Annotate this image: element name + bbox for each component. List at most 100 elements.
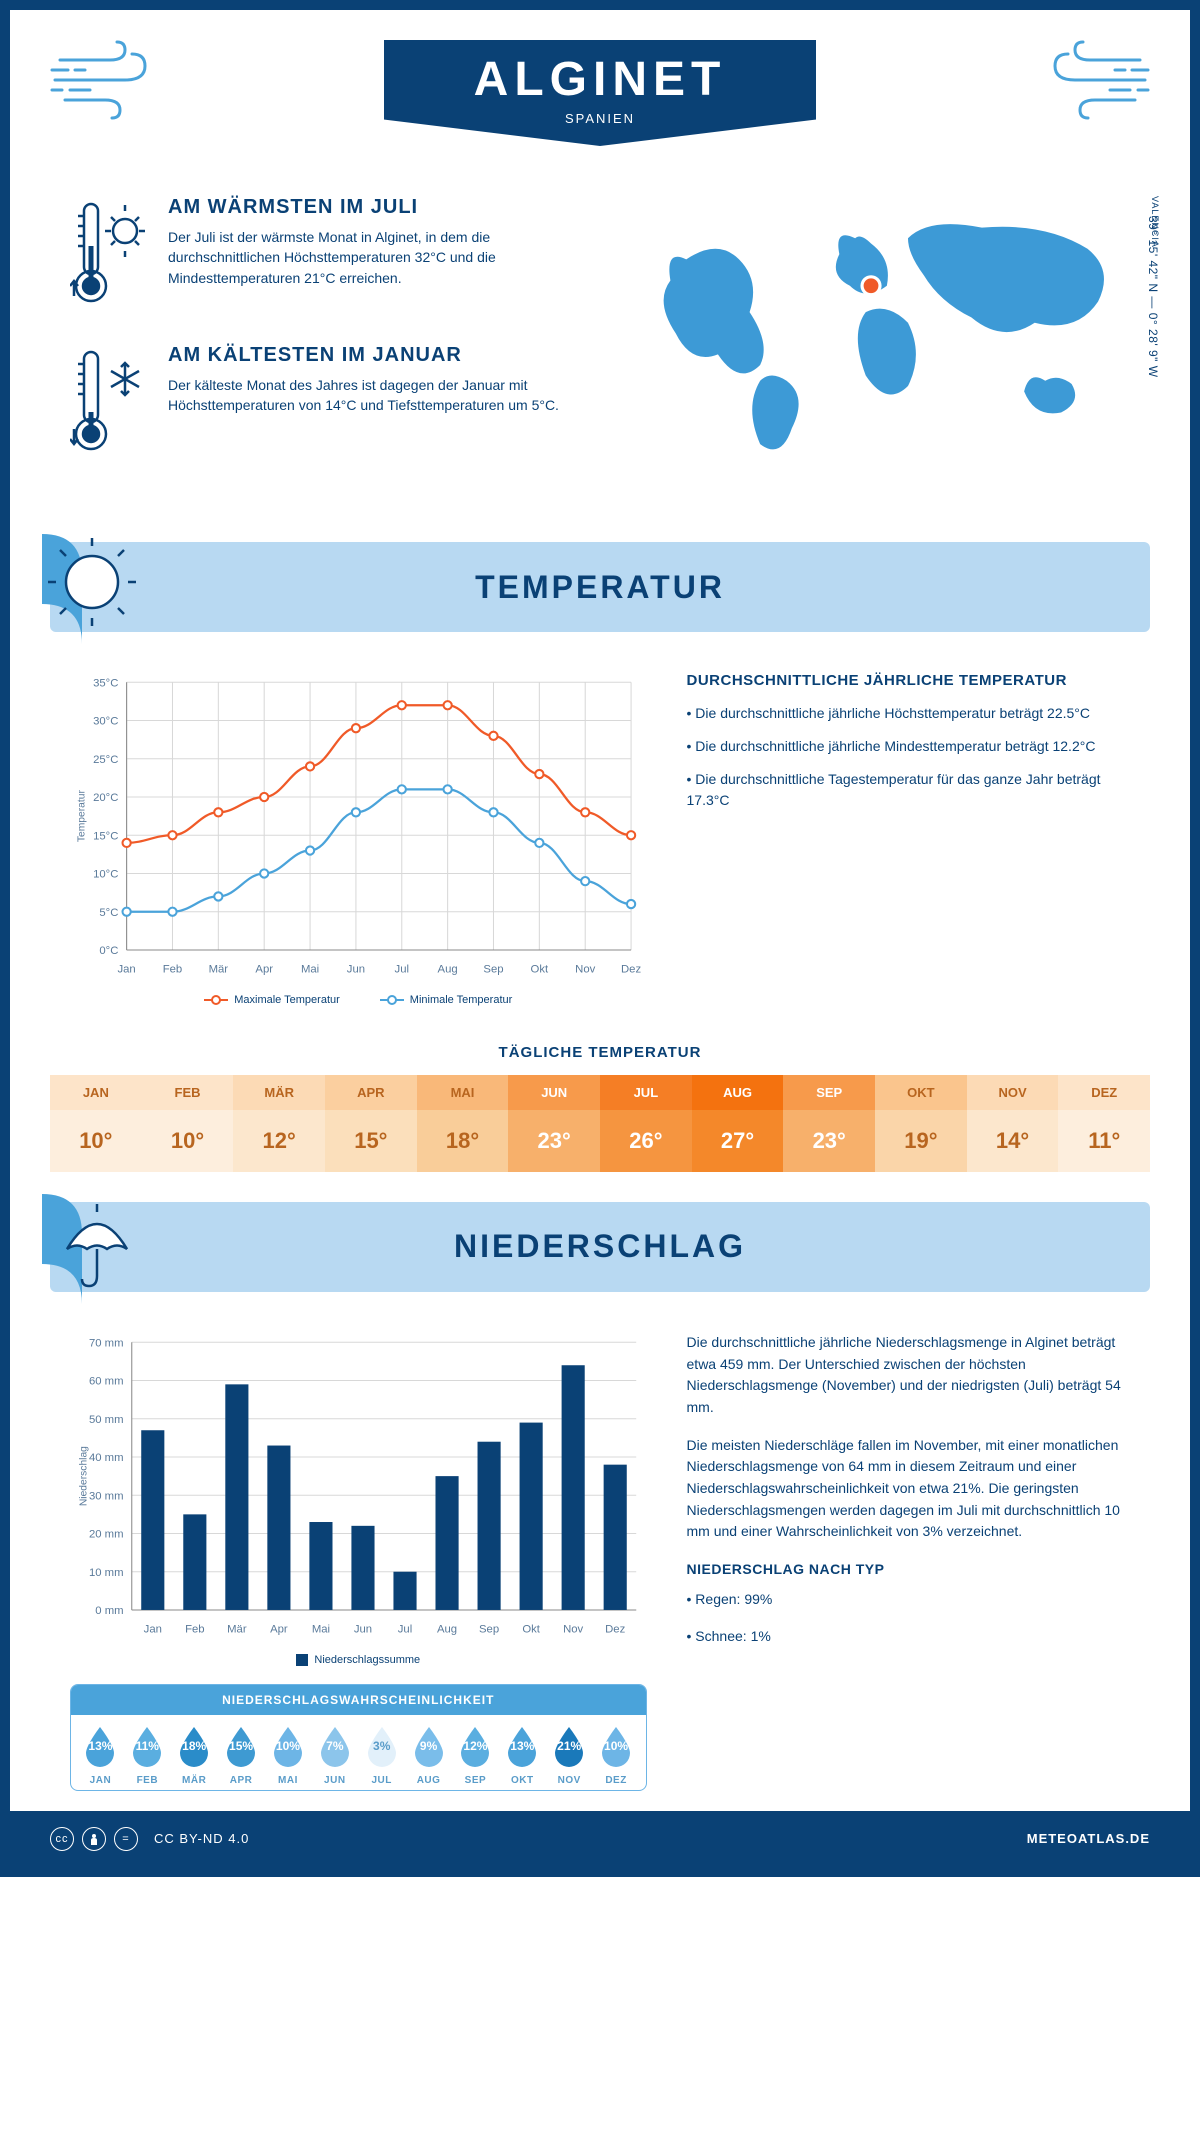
svg-text:70 mm: 70 mm — [89, 1337, 124, 1349]
cc-icon: cc — [50, 1827, 74, 1851]
city-title: ALGINET — [474, 52, 727, 107]
prob-cell: 10% DEZ — [593, 1725, 640, 1786]
precip-bar-chart: 0 mm10 mm20 mm30 mm40 mm50 mm60 mm70 mmJ… — [70, 1332, 647, 1641]
section-bar-precip: NIEDERSCHLAG — [50, 1202, 1150, 1292]
svg-text:Nov: Nov — [563, 1623, 583, 1635]
by-icon — [82, 1827, 106, 1851]
fact-warmest: AM WÄRMSTEN IM JULI Der Juli ist der wär… — [70, 196, 604, 316]
prob-cell: 13% OKT — [499, 1725, 546, 1786]
svg-text:Okt: Okt — [531, 964, 549, 976]
precip-body: 0 mm10 mm20 mm30 mm40 mm50 mm60 mm70 mmJ… — [10, 1312, 1190, 1811]
footer-license: cc = CC BY-ND 4.0 — [50, 1827, 249, 1851]
umbrella-icon — [42, 1194, 152, 1304]
section-title-temp: TEMPERATUR — [475, 569, 725, 606]
svg-text:Apr: Apr — [270, 1623, 288, 1635]
svg-text:Dez: Dez — [621, 964, 641, 976]
prob-cell: 10% MAI — [265, 1725, 312, 1786]
precip-probability-box: NIEDERSCHLAGSWAHRSCHEINLICHKEIT 13% JAN … — [70, 1684, 647, 1791]
wind-icon — [1040, 40, 1150, 120]
precip-left-col: 0 mm10 mm20 mm30 mm40 mm50 mm60 mm70 mmJ… — [70, 1332, 647, 1791]
temp-text-heading: DURCHSCHNITTLICHE JÄHRLICHE TEMPERATUR — [687, 672, 1130, 689]
world-map-panel: VALENCIA 39° 15' 42" N — 0° 28' 9" W — [644, 196, 1130, 492]
prob-row: 13% JAN 11% FEB 18% MÄR — [71, 1715, 646, 1790]
temp-bullet-2: • Die durchschnittliche jährliche Mindes… — [687, 736, 1130, 757]
temp-summary: DURCHSCHNITTLICHE JÄHRLICHE TEMPERATUR •… — [687, 672, 1130, 1006]
precip-legend: Niederschlagssumme — [70, 1654, 647, 1666]
svg-text:15°C: 15°C — [93, 830, 118, 842]
svg-text:Mai: Mai — [312, 1623, 330, 1635]
temp-cell: APR 15° — [325, 1075, 417, 1172]
svg-text:35°C: 35°C — [93, 677, 118, 689]
svg-text:Mär: Mär — [209, 964, 229, 976]
prob-cell: 3% JUL — [358, 1725, 405, 1786]
temp-cell: MAI 18° — [417, 1075, 509, 1172]
footer-site: METEOATLAS.DE — [1027, 1831, 1150, 1846]
wind-icon — [50, 40, 160, 120]
legend-swatch-min — [380, 999, 404, 1001]
temp-cell: MÄR 12° — [233, 1075, 325, 1172]
svg-text:Mai: Mai — [301, 964, 319, 976]
svg-text:Mär: Mär — [227, 1623, 247, 1635]
fact-warm-title: AM WÄRMSTEN IM JULI — [168, 196, 604, 219]
temp-cell: AUG 27° — [692, 1075, 784, 1172]
page-footer: cc = CC BY-ND 4.0 METEOATLAS.DE — [10, 1811, 1190, 1867]
page-header: ALGINET SPANIEN — [10, 10, 1190, 186]
svg-text:Jan: Jan — [144, 1623, 162, 1635]
country-subtitle: SPANIEN — [474, 111, 727, 126]
temp-cell: OKT 19° — [875, 1075, 967, 1172]
prob-cell: 7% JUN — [311, 1725, 358, 1786]
temp-legend: Maximale Temperatur Minimale Temperatur — [70, 994, 647, 1006]
legend-max: Maximale Temperatur — [234, 994, 340, 1006]
svg-text:Jan: Jan — [118, 964, 136, 976]
svg-text:60 mm: 60 mm — [89, 1375, 124, 1387]
temp-cell: DEZ 11° — [1058, 1075, 1150, 1172]
legend-swatch-precip — [296, 1654, 308, 1666]
world-map-icon — [644, 196, 1130, 471]
temp-cell: FEB 10° — [142, 1075, 234, 1172]
temp-cell: JUN 23° — [508, 1075, 600, 1172]
temp-cell: JAN 10° — [50, 1075, 142, 1172]
svg-text:5°C: 5°C — [99, 907, 118, 919]
svg-text:Jul: Jul — [398, 1623, 412, 1635]
fact-coldest: AM KÄLTESTEN IM JANUAR Der kälteste Mona… — [70, 344, 604, 464]
temp-cell: SEP 23° — [783, 1075, 875, 1172]
temp-line-chart: 0°C5°C10°C15°C20°C25°C30°C35°CJanFebMärA… — [70, 672, 647, 1006]
svg-text:Feb: Feb — [185, 1623, 205, 1635]
svg-text:Aug: Aug — [437, 1623, 457, 1635]
svg-text:20°C: 20°C — [93, 792, 118, 804]
sun-icon — [42, 534, 152, 644]
svg-text:Jul: Jul — [395, 964, 409, 976]
precip-type-1: • Regen: 99% — [687, 1589, 1130, 1611]
svg-text:30 mm: 30 mm — [89, 1490, 124, 1502]
svg-text:Nov: Nov — [575, 964, 595, 976]
prob-cell: 18% MÄR — [171, 1725, 218, 1786]
thermometer-sun-icon — [70, 196, 150, 316]
svg-text:25°C: 25°C — [93, 754, 118, 766]
svg-text:Sep: Sep — [483, 964, 503, 976]
fact-warm-text: Der Juli ist der wärmste Monat in Algine… — [168, 227, 604, 288]
precip-type-2: • Schnee: 1% — [687, 1626, 1130, 1648]
svg-text:10 mm: 10 mm — [89, 1567, 124, 1579]
prob-title: NIEDERSCHLAGSWAHRSCHEINLICHKEIT — [71, 1685, 646, 1715]
svg-text:20 mm: 20 mm — [89, 1528, 124, 1540]
precip-p1: Die durchschnittliche jährliche Niedersc… — [687, 1332, 1130, 1419]
fact-cold-text: Der kälteste Monat des Jahres ist dagege… — [168, 375, 604, 416]
temp-cell: JUL 26° — [600, 1075, 692, 1172]
nd-icon: = — [114, 1827, 138, 1851]
intro-section: AM WÄRMSTEN IM JULI Der Juli ist der wär… — [10, 186, 1190, 522]
daily-temp-title: TÄGLICHE TEMPERATUR — [10, 1044, 1190, 1061]
svg-text:Niederschlag: Niederschlag — [78, 1446, 89, 1506]
page: ALGINET SPANIEN — [0, 0, 1200, 1877]
prob-cell: 21% NOV — [546, 1725, 593, 1786]
precip-summary: Die durchschnittliche jährliche Niedersc… — [687, 1332, 1130, 1791]
svg-text:Sep: Sep — [479, 1623, 499, 1635]
temp-cell: NOV 14° — [967, 1075, 1059, 1172]
svg-text:Okt: Okt — [522, 1623, 540, 1635]
title-banner: ALGINET SPANIEN — [384, 40, 817, 146]
license-text: CC BY-ND 4.0 — [154, 1831, 249, 1846]
precip-p2: Die meisten Niederschläge fallen im Nove… — [687, 1435, 1130, 1543]
svg-text:Jun: Jun — [354, 1623, 372, 1635]
svg-text:Apr: Apr — [255, 964, 273, 976]
svg-text:Feb: Feb — [163, 964, 183, 976]
daily-temp-table: JAN 10° FEB 10° MÄR 12° APR 15° MAI 18° … — [50, 1075, 1150, 1172]
